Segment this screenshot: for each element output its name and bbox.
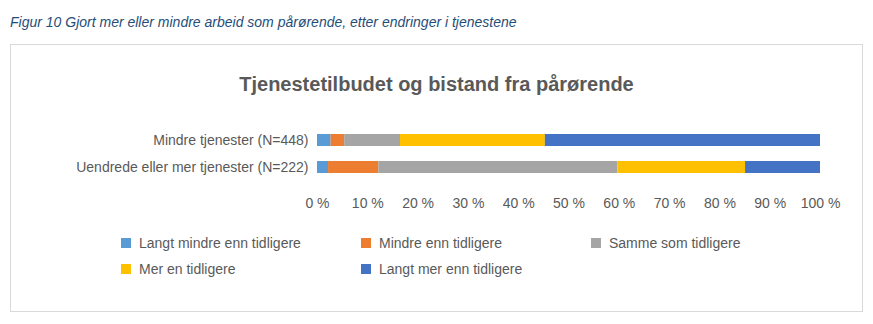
- svg-text:20 %: 20 %: [402, 195, 434, 211]
- html-text:Figur 10 Gjort mer eller mindr: Figur 10 Gjort mer eller mindre arbeid s…: [10, 14, 517, 30]
- html-text:Tjenestetilbudet og bistand fr: Tjenestetilbudet og bistand fra pårørend…: [239, 73, 634, 95]
- svg-text:Uendrede eller mer tjenester (: Uendrede eller mer tjenester (N=222): [76, 159, 308, 175]
- svg-text:80 %: 80 %: [704, 195, 736, 211]
- svg-text:50 %: 50 %: [553, 195, 585, 211]
- svg-text:40 %: 40 %: [503, 195, 535, 211]
- html-text:Langt mer enn tidligere: Langt mer enn tidligere: [379, 261, 523, 277]
- svg-text:30 %: 30 %: [452, 195, 484, 211]
- html-text:Mer en tidligere: Mer en tidligere: [139, 261, 236, 277]
- svg-text:90 %: 90 %: [754, 195, 786, 211]
- svg-text:Mindre tjenester (N=448): Mindre tjenester (N=448): [153, 132, 308, 148]
- html-text:Samme som tidligere: Samme som tidligere: [609, 235, 741, 251]
- svg-text:70 %: 70 %: [654, 195, 686, 211]
- html-text:Langt mindre enn tidligere: Langt mindre enn tidligere: [139, 235, 301, 251]
- svg-text:0 %: 0 %: [305, 195, 329, 211]
- svg-text:100 %: 100 %: [801, 195, 841, 211]
- svg-text:10 %: 10 %: [352, 195, 384, 211]
- svg-text:60 %: 60 %: [603, 195, 635, 211]
- html-text:Mindre enn tidligere: Mindre enn tidligere: [379, 235, 502, 251]
